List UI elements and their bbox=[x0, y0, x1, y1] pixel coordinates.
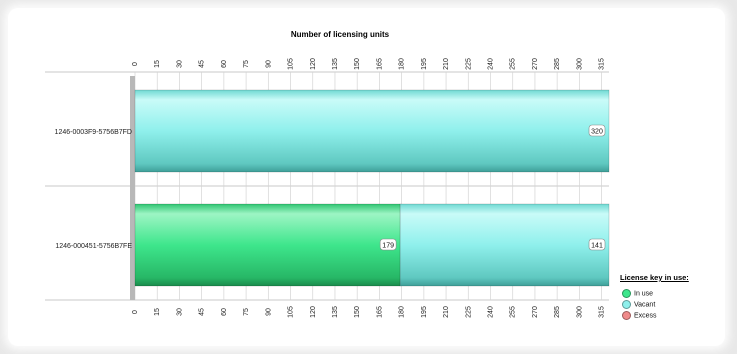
x-tick-label-bottom: 225 bbox=[465, 306, 472, 318]
x-tick-label-bottom: 30 bbox=[176, 308, 183, 316]
x-tick-label-top: 45 bbox=[199, 60, 206, 68]
x-tick-label-top: 60 bbox=[221, 60, 228, 68]
x-tick-label-bottom: 105 bbox=[288, 306, 295, 318]
data-label: 320 bbox=[591, 129, 603, 136]
x-tick-label-bottom: 270 bbox=[532, 306, 539, 318]
data-label-box bbox=[588, 238, 606, 251]
x-tick-label-top: 165 bbox=[376, 58, 383, 70]
data-label-box bbox=[379, 238, 397, 251]
bar-segment bbox=[134, 203, 401, 287]
bar-segment bbox=[134, 89, 610, 173]
x-tick-label-bottom: 285 bbox=[554, 306, 561, 318]
x-tick-label-bottom: 255 bbox=[510, 306, 517, 318]
x-tick-label-top: 240 bbox=[488, 58, 495, 70]
x-tick-label-bottom: 300 bbox=[576, 306, 583, 318]
x-tick-label-bottom: 60 bbox=[221, 308, 228, 316]
x-tick-label-bottom: 45 bbox=[199, 308, 206, 316]
x-tick-label-bottom: 180 bbox=[399, 306, 406, 318]
x-tick-label-bottom: 0 bbox=[132, 310, 139, 314]
x-tick-label-top: 255 bbox=[510, 58, 517, 70]
x-tick-label-top: 15 bbox=[154, 60, 161, 68]
legend-label-in-use: In use bbox=[634, 290, 654, 298]
legend-swatch-excess bbox=[622, 311, 631, 320]
x-tick-label-bottom: 240 bbox=[488, 306, 495, 318]
x-tick-label-top: 75 bbox=[243, 60, 250, 68]
x-tick-label-top: 30 bbox=[176, 60, 183, 68]
data-label: 141 bbox=[591, 243, 603, 250]
x-tick-label-top: 105 bbox=[288, 58, 295, 70]
x-tick-label-top: 135 bbox=[332, 58, 339, 70]
legend-label-vacant: Vacant bbox=[634, 301, 656, 309]
x-tick-label-bottom: 15 bbox=[154, 308, 161, 316]
x-tick-label-top: 315 bbox=[599, 58, 606, 70]
x-tick-label-top: 180 bbox=[399, 58, 406, 70]
legend-swatch-in-use bbox=[622, 289, 631, 298]
x-tick-label-top: 0 bbox=[132, 62, 139, 66]
data-label: 179 bbox=[382, 243, 394, 250]
x-tick-label-top: 210 bbox=[443, 58, 450, 70]
axis-wall bbox=[130, 76, 135, 300]
x-tick-label-bottom: 135 bbox=[332, 306, 339, 318]
chart-panel bbox=[8, 8, 725, 346]
x-tick-label-top: 225 bbox=[465, 58, 472, 70]
x-tick-label-top: 195 bbox=[421, 58, 428, 70]
x-tick-label-top: 285 bbox=[554, 58, 561, 70]
x-tick-label-bottom: 75 bbox=[243, 308, 250, 316]
legend-item-excess: Excess bbox=[622, 311, 657, 321]
legend-label-excess: Excess bbox=[634, 312, 657, 320]
x-tick-label-bottom: 165 bbox=[376, 306, 383, 318]
x-tick-label-bottom: 120 bbox=[310, 306, 317, 318]
x-tick-label-top: 120 bbox=[310, 58, 317, 70]
data-label-box bbox=[588, 124, 606, 137]
x-tick-label-top: 90 bbox=[265, 60, 272, 68]
legend-title: License key in use: bbox=[620, 273, 689, 282]
x-tick-label-top: 150 bbox=[354, 58, 361, 70]
x-tick-label-bottom: 210 bbox=[443, 306, 450, 318]
category-label: 1246-0003F9-5756B7FD bbox=[55, 129, 132, 136]
x-tick-label-bottom: 315 bbox=[599, 306, 606, 318]
x-tick-label-top: 270 bbox=[532, 58, 539, 70]
x-tick-label-bottom: 195 bbox=[421, 306, 428, 318]
category-label: 1246-000451-5756B7FE bbox=[55, 243, 132, 250]
x-tick-label-top: 300 bbox=[576, 58, 583, 70]
x-tick-label-bottom: 150 bbox=[354, 306, 361, 318]
legend-item-vacant: Vacant bbox=[622, 300, 655, 310]
legend-item-in-use: In use bbox=[622, 289, 653, 299]
x-tick-label-bottom: 90 bbox=[265, 308, 272, 316]
legend-swatch-vacant bbox=[622, 300, 631, 309]
chart-title: Number of licensing units bbox=[290, 30, 390, 39]
bar-segment bbox=[399, 203, 610, 287]
